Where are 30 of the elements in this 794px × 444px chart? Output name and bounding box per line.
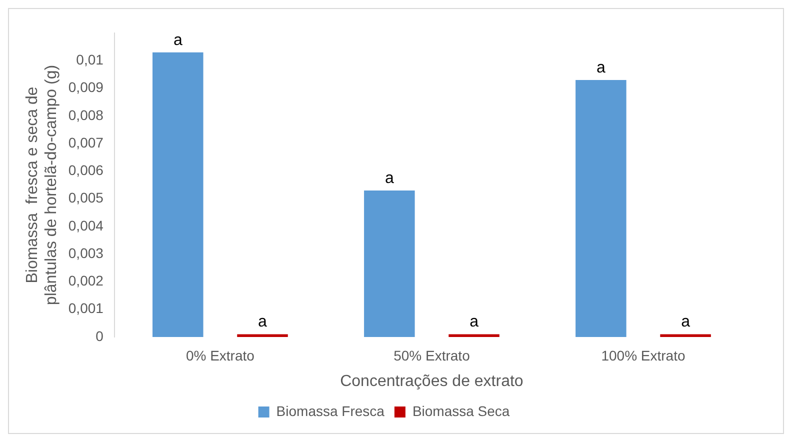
data-label: a	[596, 59, 606, 76]
bar	[364, 190, 415, 337]
y-tick-label: 0,01	[76, 51, 104, 68]
y-tick-label: 0,005	[68, 190, 104, 206]
x-tick-label: 0% Extrato	[186, 347, 255, 364]
y-tick-label: 0,003	[68, 244, 104, 261]
legend-label: Biomassa Seca	[412, 402, 510, 419]
data-label: a	[384, 170, 394, 187]
x-tick-label: 100% Extrato	[601, 347, 686, 364]
y-tick-label: 0,001	[68, 300, 104, 316]
y-tick-label: 0	[96, 328, 104, 344]
y-axis-title: Biomassa fresca e seca de plântulas de hortelã-do-campo (g)	[24, 64, 60, 306]
legend-label: Biomassa Fresca	[276, 402, 385, 419]
x-axis-title: Concentrações de extrato	[340, 372, 524, 390]
data-label: a	[470, 314, 479, 331]
data-label: a	[681, 314, 690, 331]
y-tick-label: 0,007	[68, 134, 104, 150]
y-tick-label: 0,006	[68, 162, 104, 178]
y-tick-label: 0,002	[68, 272, 104, 289]
y-tick-label: 0,008	[68, 106, 104, 123]
bar	[576, 80, 626, 337]
data-label: a	[173, 32, 182, 49]
y-tick-label: 0,009	[68, 79, 104, 96]
bar	[448, 334, 500, 337]
x-tick-label: 50% Extrato	[394, 347, 470, 364]
bar	[152, 52, 204, 337]
bar	[660, 334, 711, 337]
bar	[237, 334, 288, 337]
data-label: a	[258, 314, 268, 331]
y-tick-label: 0,004	[68, 217, 104, 234]
